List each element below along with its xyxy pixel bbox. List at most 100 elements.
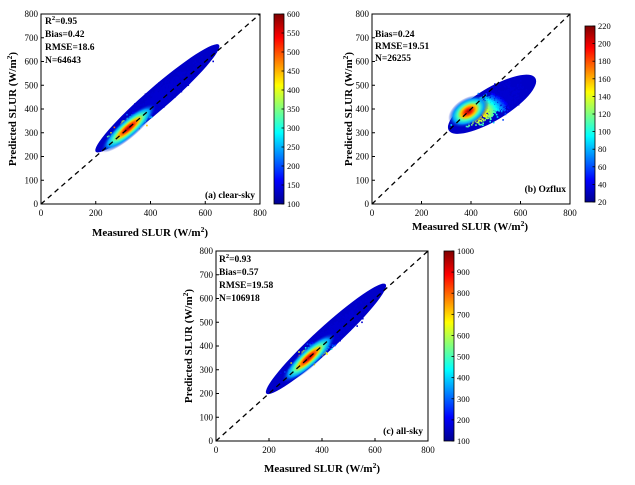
panel-c-density-point	[326, 330, 329, 332]
panel-b-density-point	[499, 90, 502, 93]
panel-c-density-point	[353, 322, 356, 324]
panel-c-density-point	[351, 313, 353, 315]
panel-b-density-point	[508, 95, 511, 98]
panel-b-density-point	[509, 100, 511, 102]
panel-b-density-point	[510, 97, 513, 100]
panel-b-density-point	[491, 113, 494, 115]
panel-c-density-point	[339, 315, 341, 318]
panel-b-ytick-label: 600	[356, 57, 370, 67]
panel-c-cb-tick-label: 500	[457, 352, 470, 362]
panel-a-density-point	[146, 124, 148, 127]
panel-b-density-point	[511, 92, 514, 94]
panel-b-density-point	[499, 94, 501, 97]
panel-b-density-point	[491, 110, 494, 112]
panel-a-density-point	[196, 62, 198, 65]
panel-b-density-point	[495, 99, 497, 102]
panel-a-density-point	[153, 97, 156, 99]
panel-a-density-point	[168, 89, 170, 91]
panel-a-density-point	[163, 103, 166, 106]
panel-a-density-point	[198, 64, 200, 66]
panel-c-ytick-label: 500	[200, 317, 214, 327]
panel-a-density-point	[158, 93, 161, 95]
panel-c-density-point	[341, 319, 344, 321]
panel-b-density-point	[519, 80, 522, 82]
panel-b-density-point	[503, 84, 505, 87]
panel-a-density-point	[160, 94, 162, 96]
panel-c-density-point	[350, 311, 352, 314]
panel-b-density-point	[499, 103, 501, 105]
panel-c-label: (c) all-sky	[383, 426, 423, 437]
panel-c-density-point	[332, 342, 335, 344]
panel-a-density-point	[142, 104, 144, 106]
panel-b-density-point	[502, 102, 505, 104]
panel-b-density-point	[504, 96, 506, 98]
panel-c-density-point	[342, 323, 344, 325]
panel-b-density-point	[497, 102, 500, 105]
panel-b-density-point	[501, 82, 504, 84]
panel-b-density-point	[505, 89, 508, 92]
panel-b-density-point	[500, 110, 503, 113]
panel-a-xlabel: Measured SLUR (W/m2)	[92, 225, 208, 239]
panel-c-density-point	[354, 316, 356, 319]
panel-c-density-point	[355, 304, 358, 307]
panel-a-density-point	[188, 63, 191, 66]
panel-a-density-point	[172, 87, 174, 90]
panel-c-density-point	[348, 313, 351, 315]
panel-b-density-point	[502, 98, 505, 100]
panel-a-density-point	[184, 80, 186, 82]
panel-c-density-point	[343, 331, 345, 334]
panel-c-density-point	[336, 329, 339, 332]
panel-a-density-point	[178, 73, 180, 75]
panel-c-density-point	[348, 315, 351, 318]
panel-b-density-point	[491, 90, 494, 92]
panel-a-cb-tick-label: 500	[287, 47, 300, 57]
panel-b-density-point	[495, 88, 498, 91]
panel-b-density-point	[497, 105, 500, 107]
panel-a-density-point	[160, 90, 163, 93]
panel-b-density-point	[495, 101, 497, 104]
panel-c-density-point	[336, 335, 339, 337]
panel-a-density-point	[160, 92, 163, 94]
panel-a-density-point	[192, 62, 195, 64]
panel-a-density-point	[151, 94, 154, 96]
panel-a-density-point	[173, 86, 176, 88]
panel-a-density-point	[178, 82, 181, 84]
panel-a-density-point	[155, 109, 157, 111]
panel-c-density-point	[319, 333, 322, 335]
panel-a-density-point	[187, 84, 190, 86]
panel-c-density-point	[330, 330, 333, 332]
panel-b-density-point	[517, 94, 519, 97]
panel-b-density-point	[504, 97, 507, 100]
panel-b-cb-tick-label: 120	[598, 109, 611, 119]
panel-c-cb-tick-label: 600	[457, 330, 470, 340]
panel-a-xticks: 0 200 400 600 800	[39, 201, 267, 218]
panel-a-density-point	[201, 60, 203, 63]
panel-c-xtick-label: 600	[368, 445, 382, 455]
panel-a-density-point	[163, 93, 165, 96]
panel-c-ytick-label: 0	[209, 436, 214, 446]
panel-a-density-point	[126, 113, 128, 116]
panel-a-density-point	[152, 99, 155, 102]
panel-b-cb-tick-label: 160	[598, 74, 611, 84]
panel-b-density-point	[505, 92, 508, 94]
panel-c-density-point	[334, 344, 336, 347]
panel-b-density-point	[490, 110, 492, 113]
panel-b-density-point	[511, 102, 514, 105]
panel-b-density-point	[493, 91, 496, 94]
panel-b-density-point	[516, 85, 519, 87]
panel-a-density-core	[100, 103, 157, 153]
panel-b-cb-tick-label: 40	[598, 179, 607, 189]
panel-b-density-point	[493, 92, 495, 95]
panel-c-density-point	[344, 315, 347, 317]
panel-b-density-point	[509, 88, 512, 91]
panel-c-density-point	[334, 323, 337, 326]
panel-c-colorbar-ticks: 1000 900 800 700 600 500 400 300 200 100	[451, 246, 474, 446]
panel-a-density-point	[159, 88, 161, 91]
panel-b-density-point	[489, 103, 491, 106]
panel-b-density-point	[489, 109, 492, 111]
panel-c-density-point	[340, 335, 343, 337]
panel-c-density-point	[335, 322, 338, 324]
panel-a-density-point	[170, 81, 173, 84]
panel-c-density-point	[338, 314, 341, 317]
panel-a-density-point	[141, 99, 143, 101]
